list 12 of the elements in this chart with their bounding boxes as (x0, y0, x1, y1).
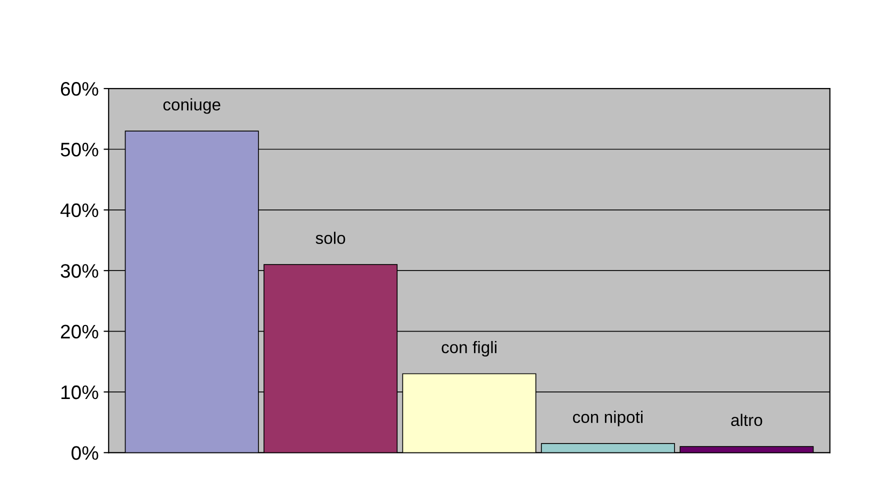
x-tick-label: solo (316, 232, 346, 244)
y-tick-label: 10% (61, 385, 98, 400)
x-tick-label: altro (731, 414, 762, 426)
x-tick-label: con nipoti (573, 410, 643, 426)
y-tick-label: 40% (60, 203, 98, 218)
y-tick-label: 60% (60, 82, 98, 96)
y-tick-label: 20% (60, 324, 98, 339)
y-tick-label: 30% (60, 264, 98, 278)
x-tick-label: con figli (442, 340, 496, 357)
x-tick-label: coniuge (163, 98, 220, 114)
y-tick-label: 0% (72, 446, 98, 460)
y-tick-label: 50% (60, 142, 98, 156)
